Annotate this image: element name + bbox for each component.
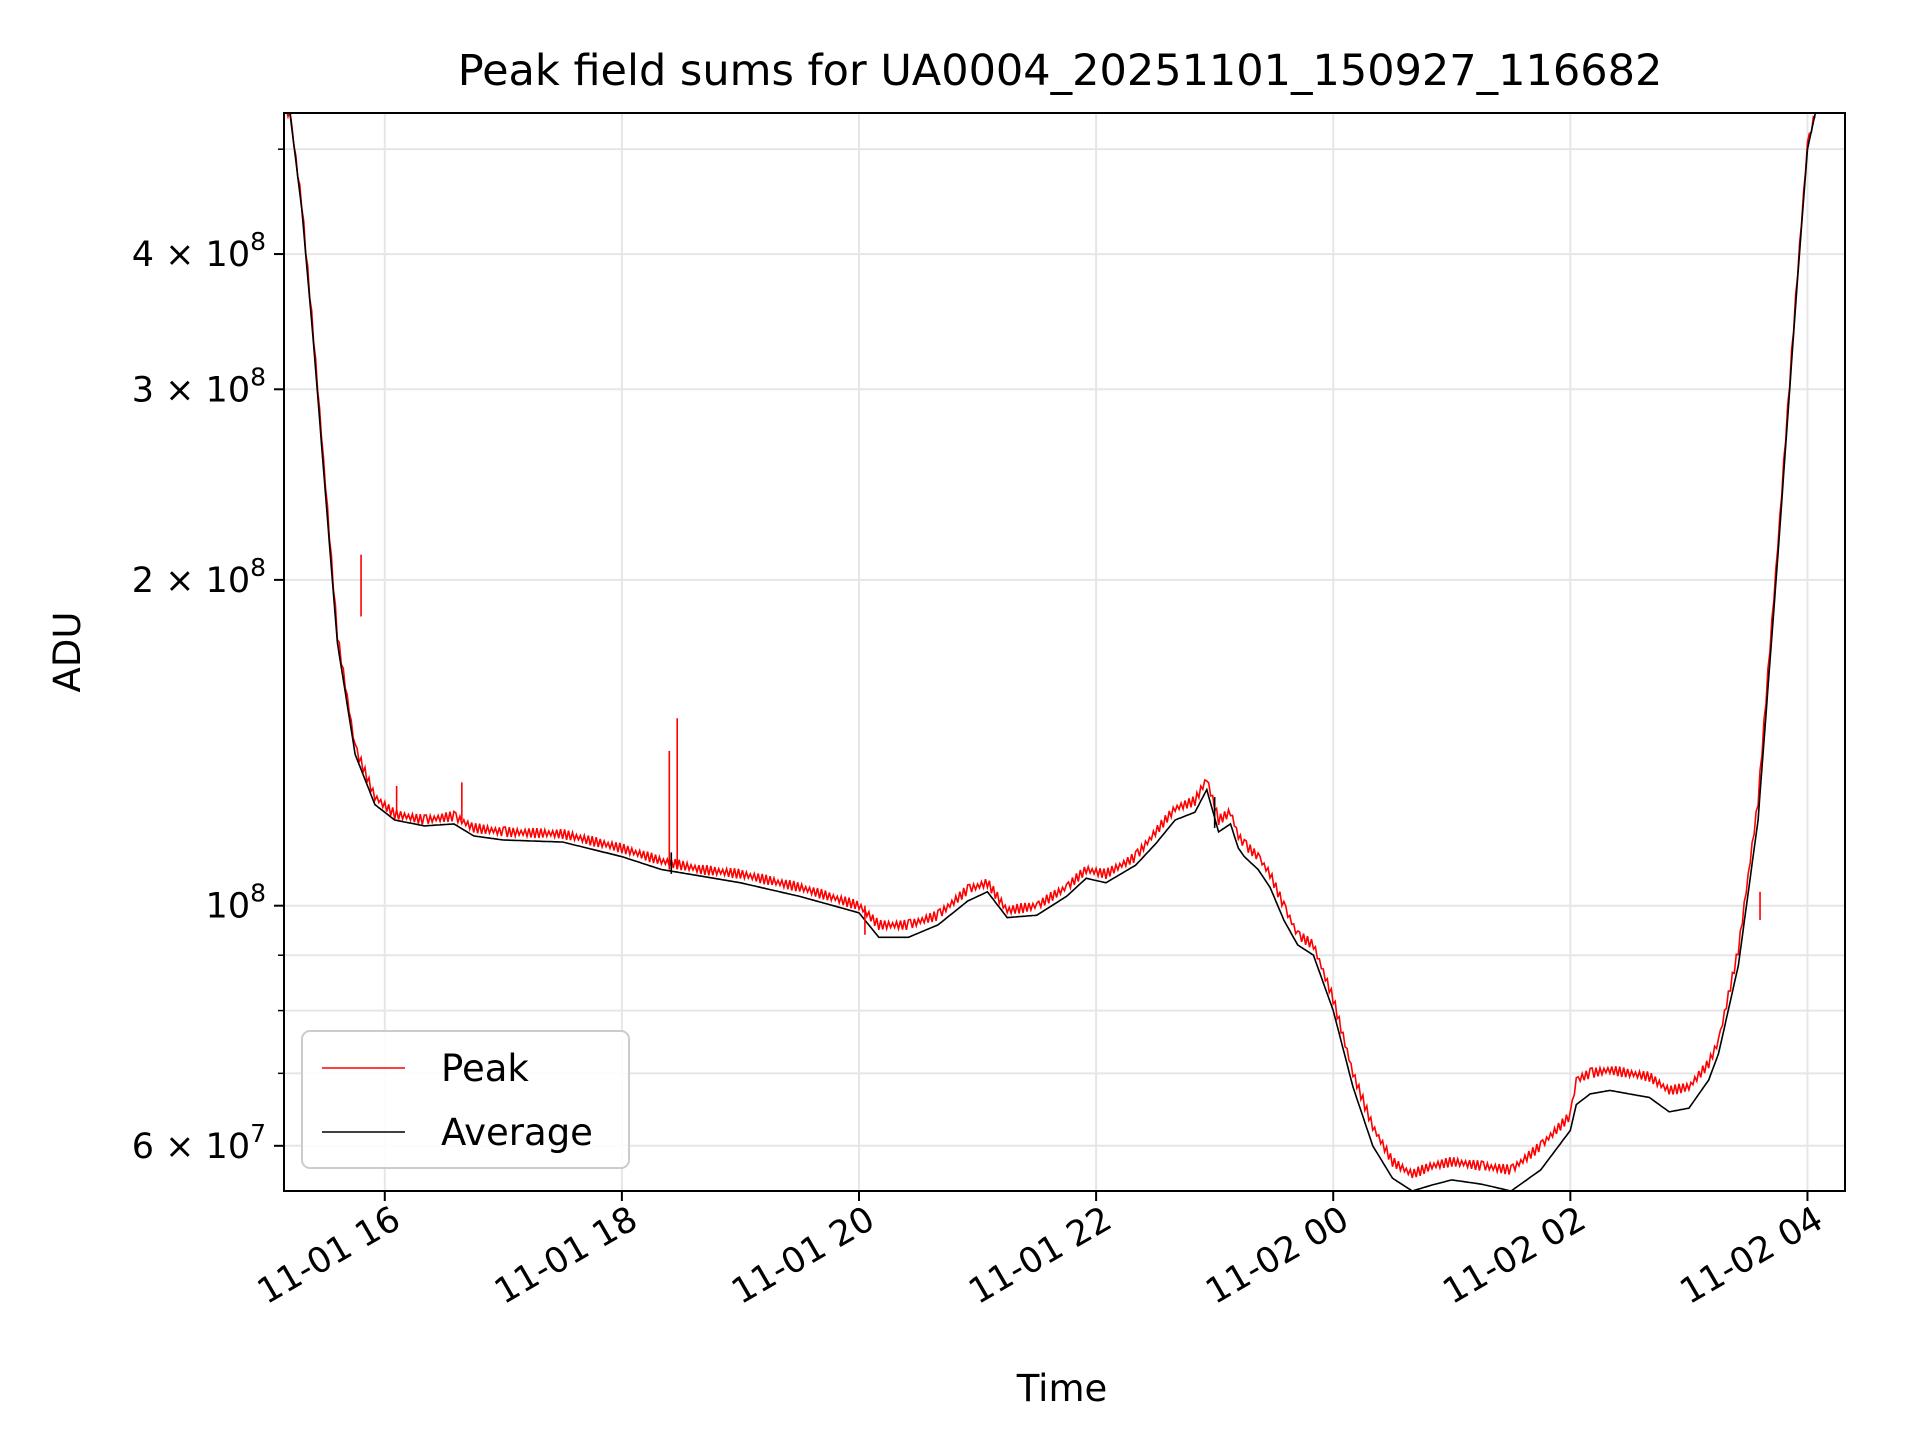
legend-average-label: Average (441, 1111, 593, 1154)
y-tick-label: 4 × 108 (132, 227, 266, 275)
legend-frame (301, 1030, 630, 1169)
y-tick-label: 3 × 108 (132, 362, 266, 410)
y-tick-label: 108 (206, 879, 266, 927)
y-axis: 4 × 108 3 × 108 2 × 108 108 6 × 107 (132, 148, 284, 1167)
y-tick-label: 6 × 107 (132, 1119, 266, 1167)
legend: Peak Average (301, 1030, 630, 1169)
y-tick-label: 2 × 108 (132, 553, 266, 601)
x-axis-label: Time (1016, 1367, 1108, 1410)
chart-title: Peak field sums for UA0004_20251101_1509… (458, 46, 1663, 96)
legend-peak-label: Peak (441, 1047, 529, 1090)
series-peak-line (284, 113, 1816, 1179)
series-layer (284, 113, 1817, 1191)
series-average-line (284, 113, 1817, 1191)
y-axis-label: ADU (46, 612, 89, 693)
plot-frame (283, 112, 1846, 1192)
